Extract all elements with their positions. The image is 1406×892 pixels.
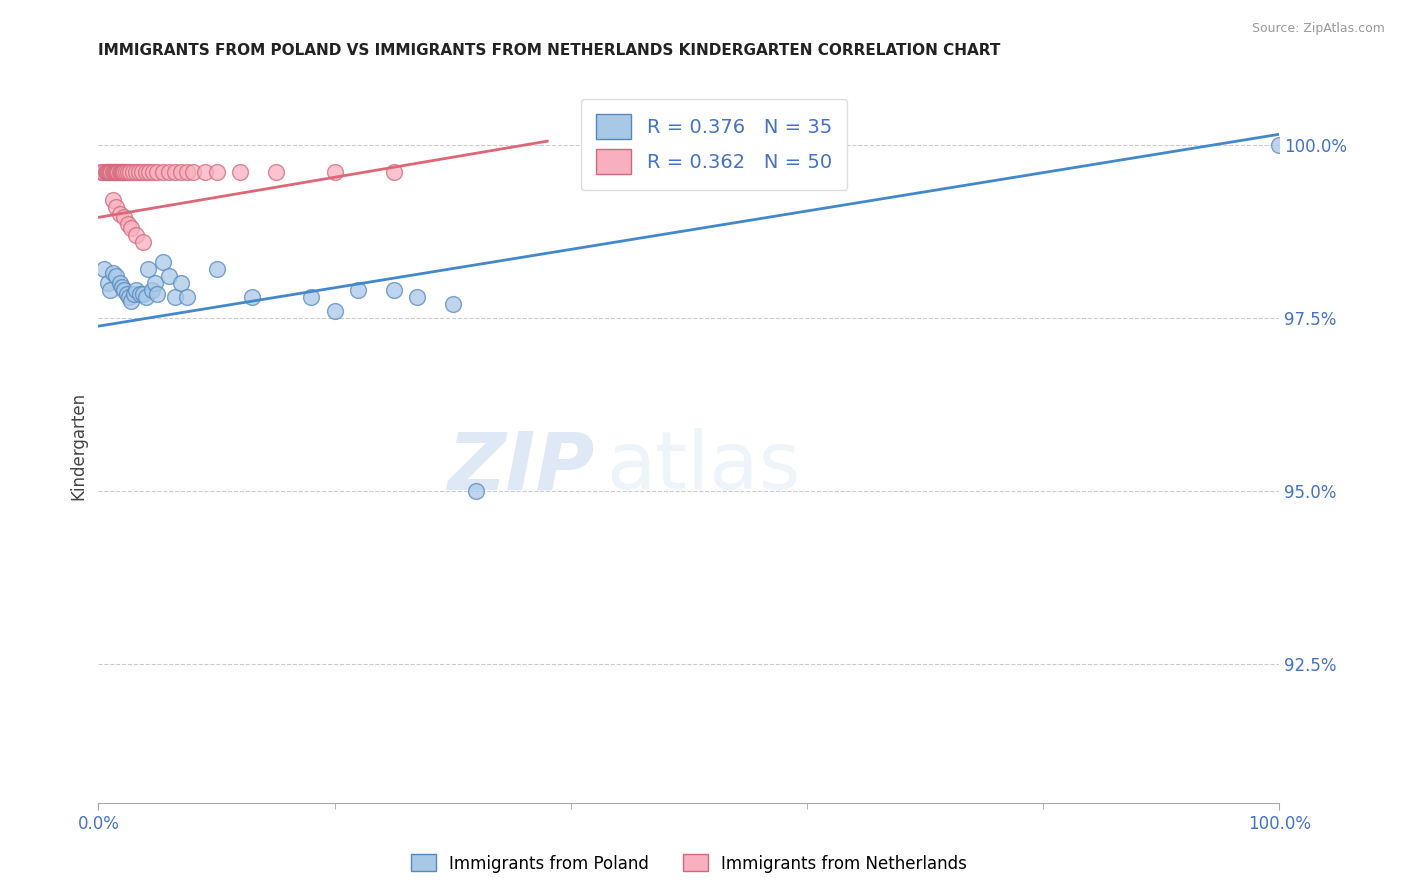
Point (299, 290, 322, 304)
Point (100, 165, 122, 179)
Point (117, 165, 139, 179)
Point (118, 290, 141, 304)
Point (120, 165, 142, 179)
Point (441, 297, 464, 311)
Point (114, 165, 136, 179)
Point (141, 283, 163, 297)
Point (143, 276, 166, 290)
Point (132, 235, 155, 249)
Point (121, 165, 143, 179)
Point (97, 276, 120, 290)
Point (152, 165, 174, 179)
Point (91, 165, 114, 179)
Point (97, 165, 120, 179)
Point (112, 211, 135, 225)
Point (142, 165, 165, 179)
Point (194, 165, 217, 179)
Point (152, 255, 174, 269)
Point (135, 165, 157, 179)
Point (105, 200, 128, 214)
Point (93, 262, 115, 277)
Point (112, 283, 135, 297)
Point (205, 165, 228, 179)
Point (170, 276, 193, 290)
Point (406, 290, 429, 304)
Point (122, 286, 145, 301)
Point (105, 165, 128, 179)
Point (170, 165, 193, 179)
Point (181, 165, 204, 179)
Point (105, 269, 128, 284)
Point (96, 165, 118, 179)
Point (112, 165, 135, 179)
Point (115, 286, 138, 301)
Point (323, 304, 346, 318)
Point (157, 269, 180, 284)
Point (176, 165, 198, 179)
Point (108, 165, 131, 179)
Point (1268, 137, 1291, 152)
Point (121, 220, 143, 235)
Point (146, 286, 169, 301)
Point (323, 165, 346, 179)
Point (205, 262, 228, 277)
Point (98, 165, 121, 179)
Text: IMMIGRANTS FROM POLAND VS IMMIGRANTS FROM NETHERLANDS KINDERGARTEN CORRELATION C: IMMIGRANTS FROM POLAND VS IMMIGRANTS FRO… (98, 43, 1001, 58)
Point (94, 165, 117, 179)
Point (264, 165, 287, 179)
Point (128, 165, 150, 179)
Point (125, 227, 148, 242)
Text: ZIP: ZIP (447, 428, 595, 507)
Point (136, 262, 159, 277)
Point (165, 165, 187, 179)
Point (108, 276, 131, 290)
Point (128, 286, 150, 301)
Point (101, 165, 124, 179)
Point (157, 165, 180, 179)
Y-axis label: Kindergarten: Kindergarten (69, 392, 87, 500)
Point (465, 483, 488, 498)
Point (98, 283, 121, 297)
Point (382, 283, 405, 297)
Point (146, 165, 169, 179)
Point (107, 165, 129, 179)
Point (132, 286, 155, 301)
Point (347, 283, 370, 297)
Point (101, 266, 124, 280)
Point (135, 290, 157, 304)
Text: Source: ZipAtlas.com: Source: ZipAtlas.com (1251, 22, 1385, 36)
Point (105, 165, 128, 179)
Point (117, 217, 139, 231)
Point (165, 290, 187, 304)
Point (125, 165, 148, 179)
Point (131, 165, 153, 179)
Point (112, 165, 135, 179)
Point (229, 165, 252, 179)
Point (138, 165, 160, 179)
Point (104, 165, 127, 179)
Point (111, 165, 134, 179)
Point (110, 165, 132, 179)
Point (101, 193, 124, 207)
Point (382, 165, 405, 179)
Legend: Immigrants from Poland, Immigrants from Netherlands: Immigrants from Poland, Immigrants from … (405, 847, 973, 880)
Point (240, 290, 263, 304)
Point (125, 283, 148, 297)
Point (108, 207, 131, 221)
Point (176, 290, 198, 304)
Point (98, 165, 121, 179)
Legend: R = 0.376   N = 35, R = 0.362   N = 50: R = 0.376 N = 35, R = 0.362 N = 50 (581, 99, 848, 190)
Point (103, 165, 125, 179)
Point (121, 293, 143, 308)
Point (111, 279, 134, 293)
Point (90, 165, 112, 179)
Text: atlas: atlas (606, 428, 800, 507)
